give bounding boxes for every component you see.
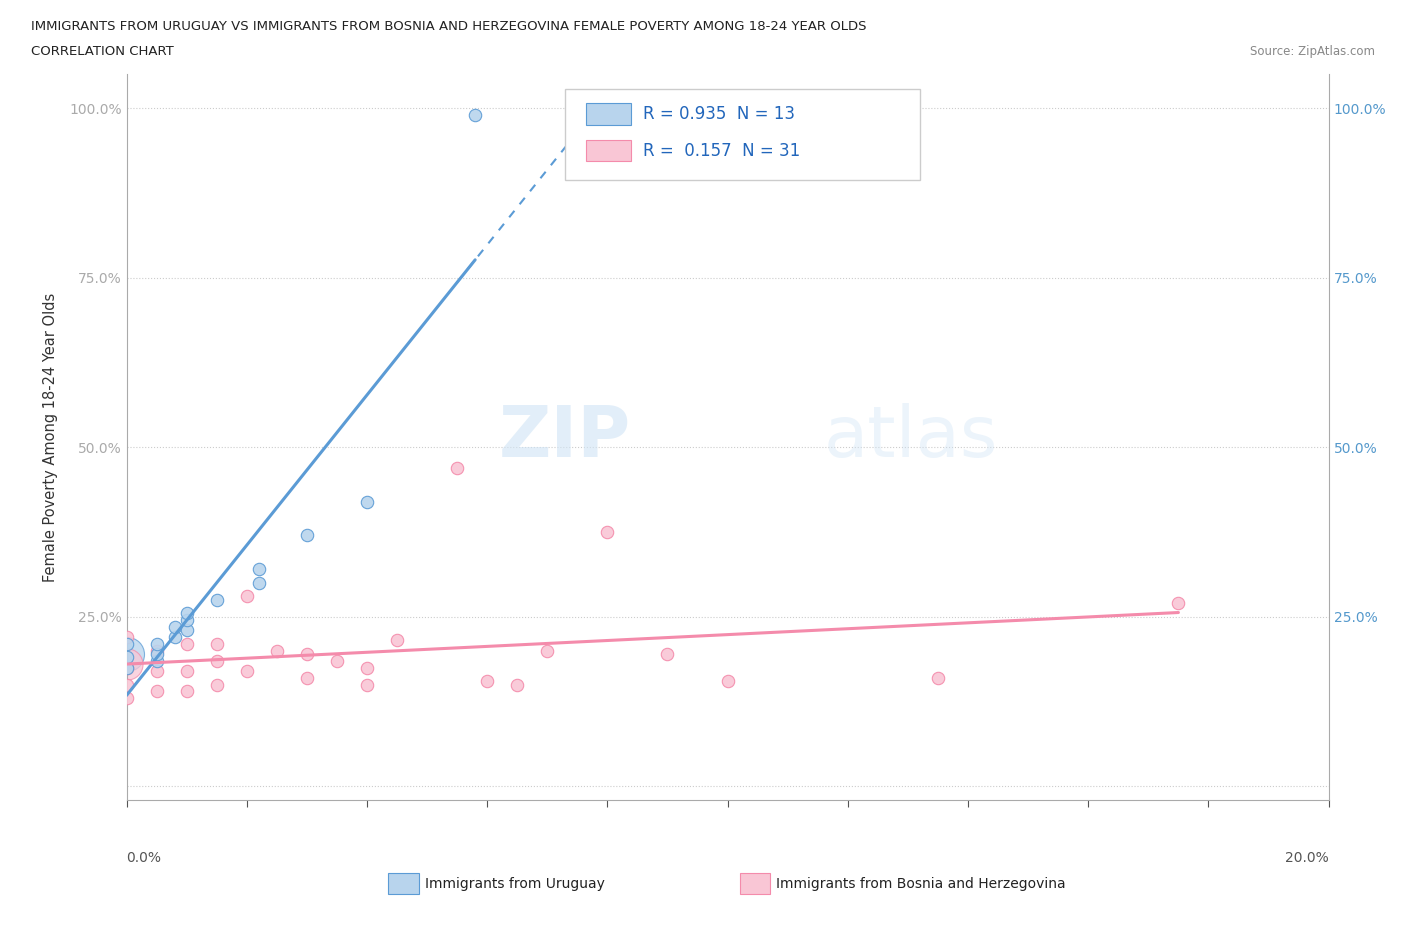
Text: R = 0.935  N = 13: R = 0.935 N = 13 bbox=[644, 105, 796, 124]
Point bbox=[115, 660, 138, 675]
Point bbox=[446, 460, 468, 475]
Point bbox=[145, 646, 167, 661]
Text: atlas: atlas bbox=[824, 403, 998, 472]
Point bbox=[205, 677, 228, 692]
Point bbox=[115, 630, 138, 644]
Point bbox=[115, 657, 138, 671]
Point bbox=[176, 684, 198, 698]
Point bbox=[115, 660, 138, 675]
Point bbox=[205, 592, 228, 607]
Point bbox=[464, 108, 486, 123]
Point bbox=[163, 619, 186, 634]
Text: Immigrants from Uruguay: Immigrants from Uruguay bbox=[425, 876, 605, 891]
Point bbox=[247, 562, 270, 577]
Point bbox=[356, 494, 378, 509]
Text: Source: ZipAtlas.com: Source: ZipAtlas.com bbox=[1250, 45, 1375, 58]
Y-axis label: Female Poverty Among 18-24 Year Olds: Female Poverty Among 18-24 Year Olds bbox=[44, 292, 58, 582]
Point bbox=[356, 660, 378, 675]
Point bbox=[145, 663, 167, 678]
Point bbox=[716, 673, 740, 688]
FancyBboxPatch shape bbox=[565, 89, 920, 179]
Text: ZIP: ZIP bbox=[499, 403, 631, 472]
Point bbox=[266, 644, 288, 658]
Point bbox=[295, 671, 318, 685]
Point bbox=[145, 644, 167, 658]
Point bbox=[536, 644, 558, 658]
Text: R =  0.157  N = 31: R = 0.157 N = 31 bbox=[644, 141, 800, 160]
Text: 0.0%: 0.0% bbox=[127, 851, 162, 865]
Point bbox=[295, 646, 318, 661]
Point bbox=[115, 636, 138, 651]
Point bbox=[475, 673, 498, 688]
FancyBboxPatch shape bbox=[586, 103, 631, 126]
Point bbox=[115, 650, 138, 665]
Point bbox=[205, 636, 228, 651]
Point bbox=[145, 684, 167, 698]
Point bbox=[235, 663, 259, 678]
Point bbox=[176, 613, 198, 628]
FancyBboxPatch shape bbox=[586, 140, 631, 162]
Point bbox=[115, 646, 138, 661]
Point bbox=[115, 677, 138, 692]
Point bbox=[596, 525, 619, 539]
Point bbox=[295, 528, 318, 543]
Point bbox=[145, 654, 167, 669]
Point bbox=[176, 623, 198, 638]
Point bbox=[506, 677, 529, 692]
Text: CORRELATION CHART: CORRELATION CHART bbox=[31, 45, 174, 58]
Point bbox=[205, 654, 228, 669]
Point bbox=[145, 636, 167, 651]
Point bbox=[163, 630, 186, 644]
Point bbox=[326, 654, 349, 669]
Text: Immigrants from Bosnia and Herzegovina: Immigrants from Bosnia and Herzegovina bbox=[776, 876, 1066, 891]
Point bbox=[356, 677, 378, 692]
Point bbox=[385, 633, 408, 648]
Point bbox=[176, 636, 198, 651]
Point bbox=[115, 691, 138, 706]
Point bbox=[176, 606, 198, 621]
Point bbox=[657, 646, 679, 661]
Text: 20.0%: 20.0% bbox=[1285, 851, 1329, 865]
Point bbox=[927, 671, 949, 685]
Point bbox=[235, 589, 259, 604]
Text: IMMIGRANTS FROM URUGUAY VS IMMIGRANTS FROM BOSNIA AND HERZEGOVINA FEMALE POVERTY: IMMIGRANTS FROM URUGUAY VS IMMIGRANTS FR… bbox=[31, 20, 866, 33]
Point bbox=[1167, 596, 1189, 611]
Point bbox=[247, 576, 270, 591]
Point bbox=[176, 663, 198, 678]
